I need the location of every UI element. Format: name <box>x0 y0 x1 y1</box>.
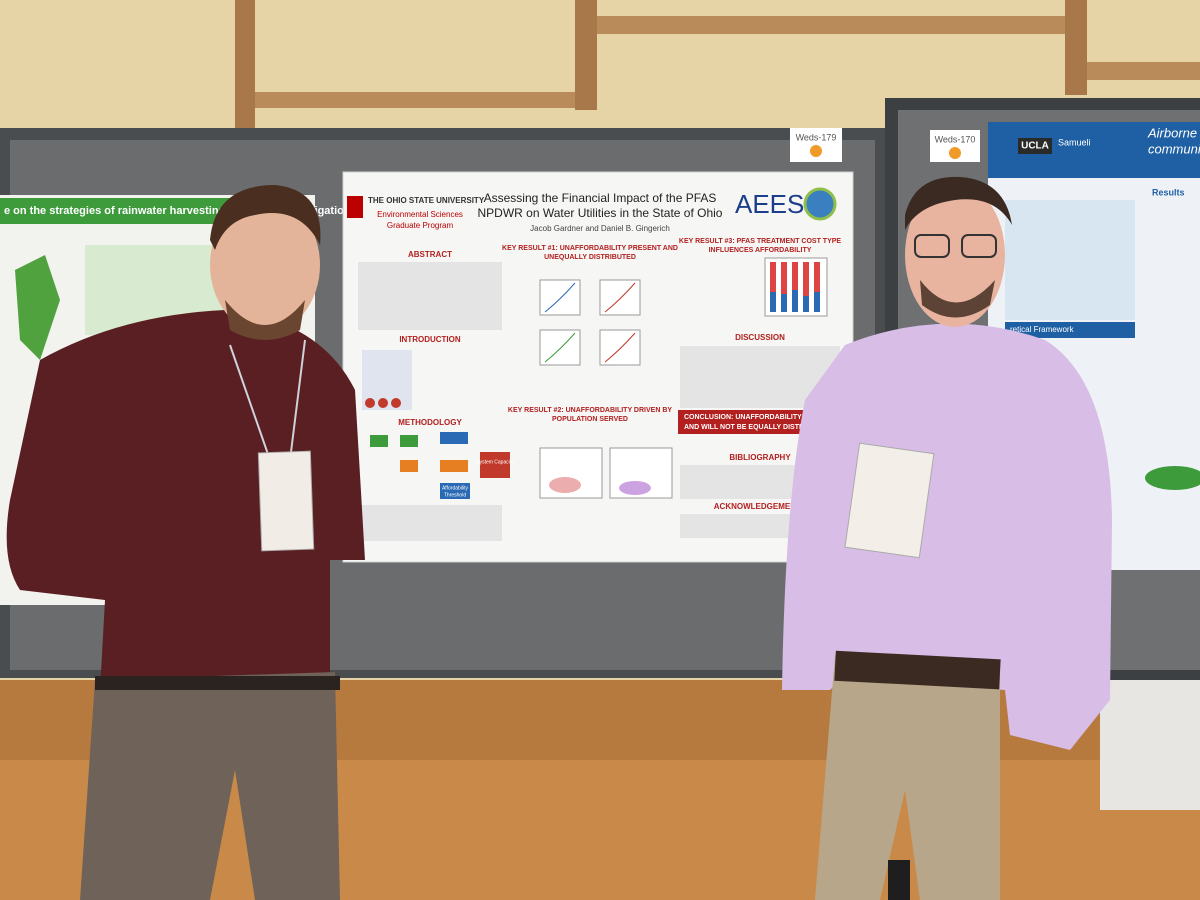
dot-sticker <box>949 147 961 159</box>
plot <box>539 279 581 316</box>
bar-figure <box>781 262 787 294</box>
bar-figure <box>770 262 776 292</box>
board-number: Weds-170 <box>935 134 976 144</box>
school: Samueli <box>1058 137 1091 147</box>
name-badge <box>257 450 315 552</box>
icon <box>391 398 401 408</box>
section-bar <box>1005 322 1135 338</box>
dot-sticker <box>810 145 822 157</box>
hair <box>905 176 1012 230</box>
scatter-cloud <box>619 481 651 495</box>
flow-box <box>370 435 388 447</box>
stand-leg <box>888 860 910 900</box>
map <box>15 255 60 360</box>
program: Environmental Sciences <box>377 210 463 219</box>
trousers <box>80 672 340 900</box>
glasses <box>961 234 997 258</box>
flow-label: Affordability <box>442 485 469 491</box>
section-heading: KEY RESULT #3: PFAS TREATMENT COST TYPE <box>679 238 842 245</box>
beard <box>225 300 305 340</box>
icon <box>365 398 375 408</box>
flow-box <box>440 432 468 444</box>
flow-label: System Capacity <box>476 459 514 465</box>
section-heading: POPULATION SERVED <box>552 416 628 423</box>
wood-post <box>235 0 255 130</box>
flow-label: Threshold <box>444 492 466 498</box>
icon <box>378 398 388 408</box>
ucla-badge <box>1018 138 1052 154</box>
belt <box>95 676 340 690</box>
trousers <box>815 655 1000 900</box>
program: Graduate Program <box>387 221 454 230</box>
section-heading: DISCUSSION <box>735 333 785 342</box>
figure <box>1145 466 1200 490</box>
shirt <box>782 323 1112 750</box>
bar-figure <box>803 262 809 296</box>
institution: UCLA <box>1021 141 1049 152</box>
scatter-cloud <box>549 477 581 493</box>
flow-box <box>440 483 470 499</box>
shirt <box>6 310 366 690</box>
section-heading: ACKNOWLEDGEMENTS <box>714 502 807 511</box>
lanyard <box>289 339 306 461</box>
curve <box>604 282 636 313</box>
belt <box>834 650 1001 690</box>
poster-header <box>0 198 230 224</box>
plot <box>539 329 581 366</box>
curve <box>544 282 576 313</box>
osu-logo <box>347 196 363 218</box>
text-block <box>358 262 502 330</box>
bar-figure <box>814 262 820 292</box>
section-heading: UNEQUALLY DISTRIBUTED <box>544 254 636 261</box>
section-heading: KEY RESULT #1: UNAFFORDABILITY PRESENT A… <box>502 245 678 252</box>
wood-rail <box>597 16 1065 34</box>
curve <box>544 332 576 363</box>
poster-title: Airborne <box>1147 125 1197 140</box>
wood-post <box>1065 0 1087 95</box>
university: THE OHIO STATE UNIVERSITY <box>368 196 485 205</box>
text-block <box>1005 200 1135 320</box>
lanyard <box>229 344 271 461</box>
section-heading: INTRODUCTION <box>399 335 461 344</box>
text-block <box>358 505 502 541</box>
beard <box>920 280 995 318</box>
section-heading: retical Framework <box>1010 325 1075 334</box>
section-heading: INFLUENCES AFFORDABILITY <box>709 247 812 254</box>
flow-box <box>440 460 468 472</box>
logo-globe <box>803 187 837 221</box>
section-heading: ABSTRACT <box>408 250 452 259</box>
poster-title: NPDWR on Water Utilities in the State of… <box>478 206 723 220</box>
wood-post <box>575 0 597 110</box>
section-heading: AND WILL NOT BE EQUALLY DISTRIBUT <box>684 424 821 431</box>
face <box>210 197 320 333</box>
section-heading: CONCLUSION: UNAFFORDABILITY WILL E <box>684 414 828 421</box>
section-heading: BIBLIOGRAPHY <box>729 453 791 462</box>
curve <box>604 332 636 363</box>
plot <box>599 329 641 366</box>
wood-rail <box>255 92 575 108</box>
name-badge <box>844 442 935 559</box>
glasses <box>914 234 950 258</box>
poster-title: Assessing the Financial Impact of the PF… <box>484 191 717 205</box>
authors: Jacob Gardner and Daniel B. Gingerich <box>530 224 670 233</box>
section-heading: KEY RESULT #2: UNAFFORDABILITY DRIVEN BY <box>508 407 672 414</box>
plot <box>599 279 641 316</box>
hair <box>210 185 321 250</box>
section-heading: METHODOLOGY <box>398 418 462 427</box>
bar-figure <box>792 262 798 290</box>
wood-rail <box>1087 62 1200 80</box>
flow-box <box>480 452 510 478</box>
board-number: Weds-179 <box>796 132 837 142</box>
poster-title: communit <box>1148 141 1200 156</box>
flow-box <box>400 435 418 447</box>
board-stand <box>1100 680 1200 810</box>
flow-box <box>400 460 418 472</box>
section-heading: Results <box>1152 187 1185 197</box>
